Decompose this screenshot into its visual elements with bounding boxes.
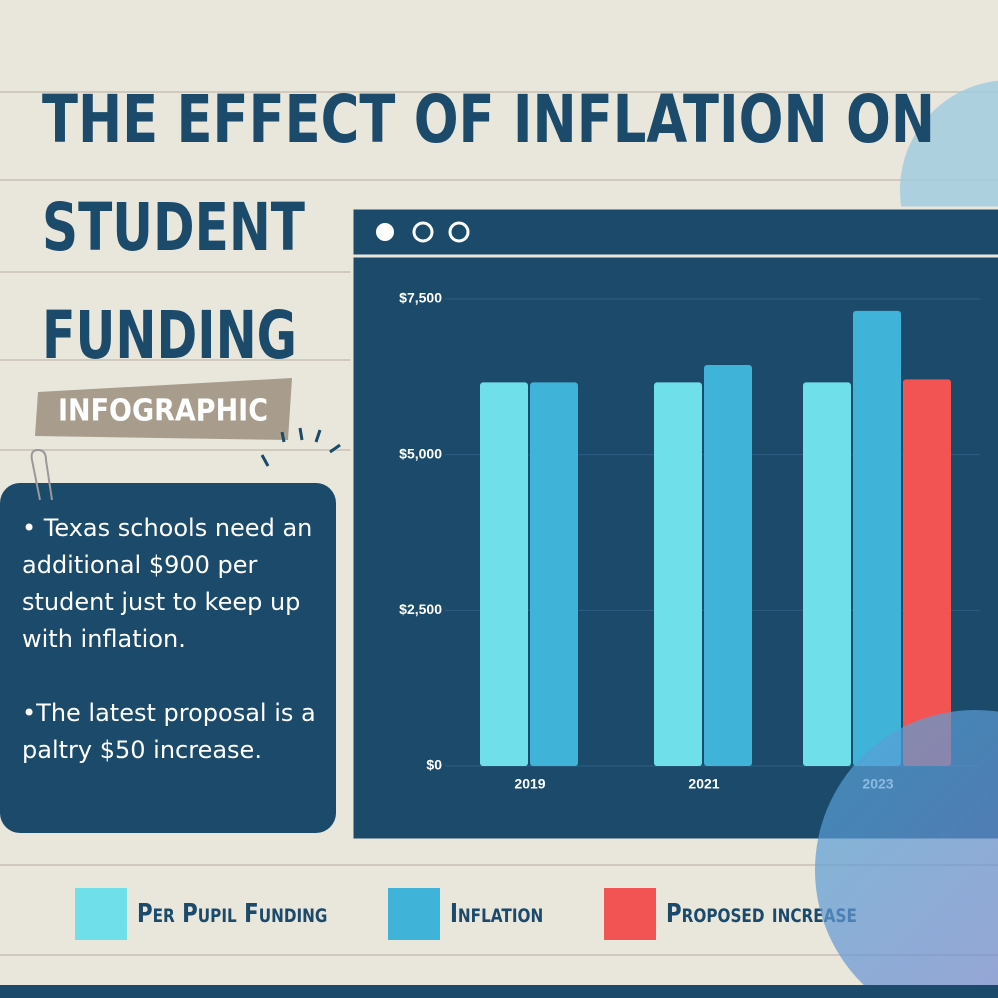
- x-tick-label: 2021: [688, 776, 719, 792]
- legend-swatch: [604, 888, 656, 940]
- window-dot: [376, 223, 394, 241]
- window-dot: [448, 221, 470, 243]
- note-text: •The latest proposal is a paltry $50 inc…: [22, 699, 316, 764]
- bar: [654, 382, 702, 766]
- x-tick-label: 2019: [514, 776, 545, 792]
- y-tick-label: $7,500: [399, 290, 442, 306]
- legend: Per Pupil Funding Inflation Proposed incre…: [75, 888, 857, 940]
- bar: [903, 379, 951, 766]
- decor-circle: [815, 710, 998, 998]
- legend-swatch: [75, 888, 127, 940]
- bottom-strip: [0, 985, 998, 998]
- subtitle-tag: [35, 378, 292, 440]
- legend-swatch: [388, 888, 440, 940]
- decor-rays: [260, 427, 341, 467]
- bar: [530, 382, 578, 766]
- paper-clip: [30, 448, 53, 501]
- subtitle: INFOGRAPHIC: [58, 394, 268, 429]
- plot: $0$2,500$5,000$7,500201920212023: [399, 290, 980, 792]
- y-tick-label: $5,000: [399, 445, 442, 461]
- y-tick-label: $0: [426, 757, 442, 773]
- bar: [480, 382, 528, 766]
- paper-lines: [0, 91, 998, 956]
- note-box: [0, 483, 336, 833]
- title: THE EFFECT OF INFLATION ON STUDENT FUNDING: [42, 81, 935, 374]
- title-line: FUNDING: [42, 297, 297, 374]
- bar: [704, 365, 752, 766]
- legend-label: Inflation: [450, 898, 543, 929]
- legend-label: Per Pupil Funding: [137, 898, 327, 929]
- bar: [853, 310, 901, 766]
- title-line: STUDENT: [42, 189, 305, 266]
- note-text: • Texas schools need an additional $900 …: [22, 514, 313, 653]
- y-tick-label: $2,500: [399, 601, 442, 617]
- title-line: THE EFFECT OF INFLATION ON: [42, 81, 935, 158]
- window-dot: [412, 221, 434, 243]
- bar: [803, 382, 851, 766]
